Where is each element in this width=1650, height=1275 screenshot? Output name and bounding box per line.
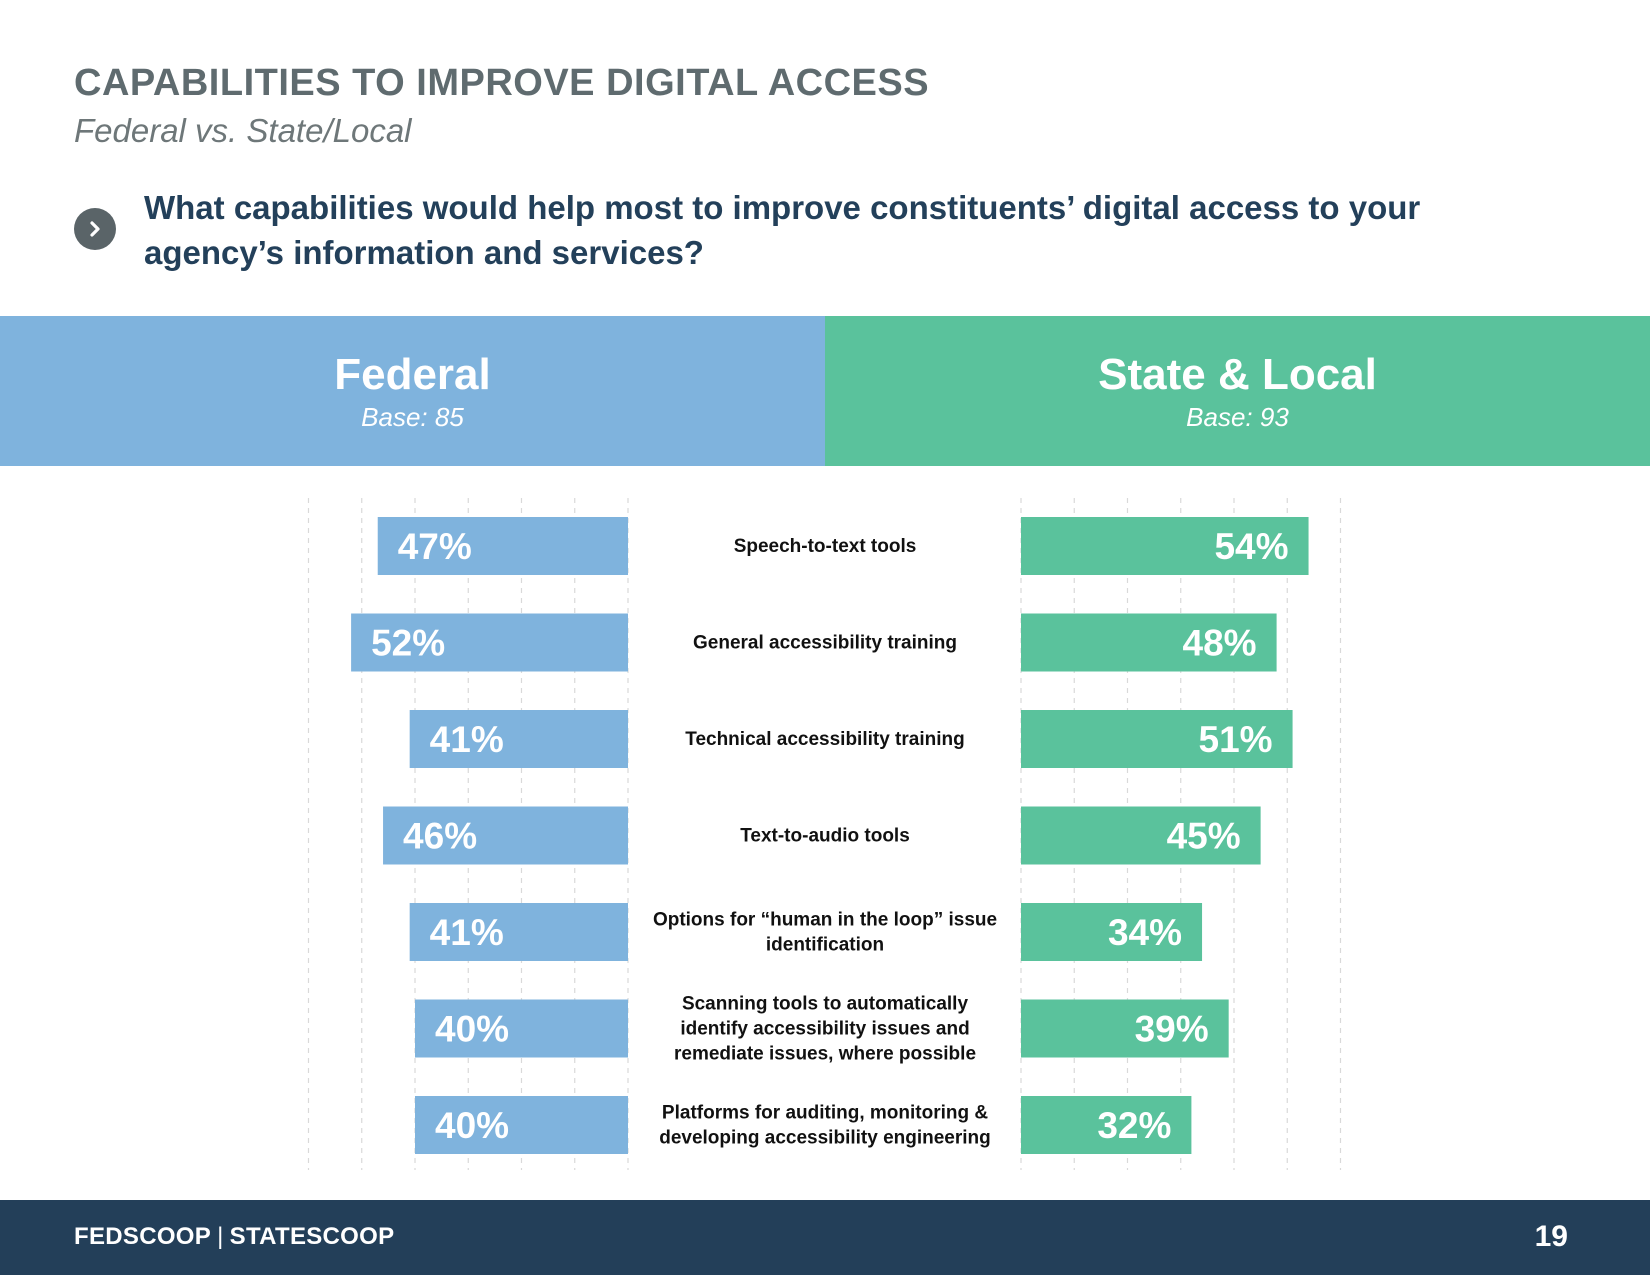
category-label: Speech-to-text tools <box>734 536 917 557</box>
federal-bar <box>409 710 628 768</box>
state-local-bar <box>1021 1096 1192 1154</box>
state-local-header: State & Local Base: 93 <box>825 316 1650 466</box>
federal-value-label: 41% <box>430 912 504 953</box>
state-local-bar <box>1021 517 1309 575</box>
state-local-bar <box>1021 999 1229 1058</box>
state-local-bar <box>1021 806 1261 865</box>
federal-header-title: Federal <box>334 350 491 399</box>
state-local-value-label: 51% <box>1199 719 1273 760</box>
chevron-right-icon <box>74 208 116 250</box>
federal-header: Federal Base: 85 <box>0 316 825 466</box>
state-local-value-label: 54% <box>1214 526 1288 567</box>
footer-bar: FEDSCOOP | STATESCOOP 19 <box>0 1200 1650 1275</box>
category-label: Technical accessibility training <box>685 729 964 750</box>
state-local-bar <box>1021 710 1293 768</box>
state-local-value-label: 34% <box>1108 912 1182 953</box>
federal-base: Base: 85 <box>361 402 464 432</box>
federal-bar <box>377 517 628 575</box>
federal-value-label: 46% <box>403 816 477 857</box>
brand-statescoop: STATESCOOP <box>229 1223 395 1250</box>
state-local-value-label: 45% <box>1167 816 1241 857</box>
state-local-base: Base: 93 <box>1186 402 1289 432</box>
state-local-bar <box>1021 903 1203 961</box>
state-local-value-label: 48% <box>1183 623 1257 664</box>
brand-logo: FEDSCOOP | STATESCOOP <box>74 1223 394 1251</box>
category-label: General accessibility training <box>693 633 957 654</box>
federal-value-label: 41% <box>430 719 504 760</box>
state-local-header-title: State & Local <box>1098 350 1377 399</box>
category-label: Options for “human in the loop” issue ide… <box>653 910 997 956</box>
state-local-value-label: 32% <box>1097 1105 1171 1146</box>
category-label: Scanning tools to automatically identify … <box>674 994 976 1065</box>
capabilities-bar-chart: 47% 54% Speech-to-text tools 52% 48% General … <box>307 498 1342 1170</box>
page-number: 19 <box>1534 1220 1568 1253</box>
survey-question: What capabilities would help most to imp… <box>144 189 1421 271</box>
federal-bar <box>383 806 628 865</box>
federal-value-label: 47% <box>398 526 472 567</box>
state-local-bar <box>1021 613 1277 672</box>
category-label: Platforms for auditing, monitoring & deve… <box>659 1103 991 1149</box>
page-title: CAPABILITIES TO IMPROVE DIGITAL ACCESS <box>74 62 930 104</box>
federal-value-label: 40% <box>435 1009 509 1050</box>
brand-fedscoop: FEDSCOOP <box>74 1223 212 1250</box>
federal-bar <box>415 999 628 1058</box>
brand-separator: | <box>217 1223 224 1250</box>
federal-value-label: 40% <box>435 1105 509 1146</box>
federal-bar <box>409 903 628 961</box>
page-subtitle: Federal vs. State/Local <box>74 112 412 149</box>
federal-bar <box>415 1096 628 1154</box>
federal-bar <box>351 613 628 672</box>
federal-value-label: 52% <box>371 623 445 664</box>
category-label: Text-to-audio tools <box>740 826 910 847</box>
state-local-value-label: 39% <box>1135 1009 1209 1050</box>
